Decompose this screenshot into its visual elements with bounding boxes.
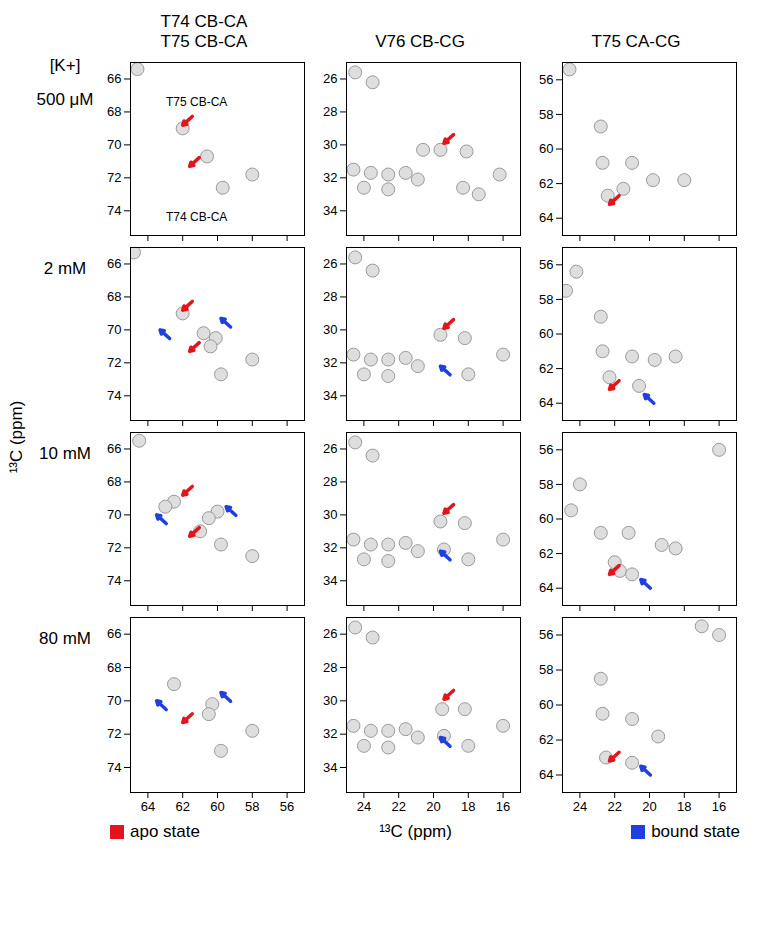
svg-text:28: 28 [323,104,337,119]
svg-text:60: 60 [539,141,553,156]
svg-text:70: 70 [107,693,121,708]
svg-text:64: 64 [539,580,553,595]
svg-text:56: 56 [539,257,553,272]
svg-text:24: 24 [357,799,371,814]
svg-text:66: 66 [107,626,121,641]
svg-text:60: 60 [539,697,553,712]
svg-text:70: 70 [107,507,121,522]
svg-text:56: 56 [539,442,553,457]
html-text:¹³C (ppm): ¹³C (ppm) [7,400,26,474]
html-text:T75 CA-CG: T75 CA-CG [591,32,681,51]
svg-text:28: 28 [323,474,337,489]
svg-text:30: 30 [323,693,337,708]
svg-text:72: 72 [107,726,121,741]
svg-text:60: 60 [539,326,553,341]
svg-text:72: 72 [107,355,121,370]
html-text:[K+]: [K+] [49,56,81,75]
svg-text:62: 62 [175,799,189,814]
svg-text:64: 64 [539,210,553,225]
svg-text:32: 32 [323,540,337,555]
svg-text:58: 58 [539,477,553,492]
html-text:500 μM: 500 μM [36,90,94,109]
html-text:apo state: apo state [130,822,200,841]
html-text:V76 CB-CG: V76 CB-CG [375,32,465,51]
svg-text:30: 30 [323,322,337,337]
svg-text:20: 20 [426,799,440,814]
svg-text:62: 62 [539,546,553,561]
svg-text:58: 58 [539,292,553,307]
svg-text:74: 74 [107,388,121,403]
svg-text:66: 66 [107,256,121,271]
html-text:10 mM: 10 mM [39,444,91,463]
svg-text:68: 68 [107,289,121,304]
svg-text:74: 74 [107,203,121,218]
svg-text:66: 66 [107,441,121,456]
svg-text:58: 58 [539,107,553,122]
svg-text:T75 CB-CA: T75 CB-CA [166,95,227,109]
svg-text:70: 70 [107,322,121,337]
svg-text:28: 28 [323,660,337,675]
svg-text:60: 60 [210,799,224,814]
svg-text:16: 16 [496,799,510,814]
svg-text:18: 18 [461,799,475,814]
svg-text:58: 58 [245,799,259,814]
svg-text:30: 30 [323,507,337,522]
svg-text:34: 34 [323,203,337,218]
svg-text:30: 30 [323,137,337,152]
svg-text:32: 32 [323,170,337,185]
svg-text:60: 60 [539,511,553,526]
svg-text:26: 26 [323,256,337,271]
svg-text:72: 72 [107,170,121,185]
svg-text:22: 22 [607,799,621,814]
svg-text:26: 26 [323,441,337,456]
svg-text:26: 26 [323,626,337,641]
svg-text:66: 66 [107,71,121,86]
svg-text:68: 68 [107,104,121,119]
svg-text:20: 20 [642,799,656,814]
html-text:bound state: bound state [651,822,740,841]
svg-text:58: 58 [539,662,553,677]
svg-text:74: 74 [107,760,121,775]
html-text:2 mM: 2 mM [43,259,87,278]
svg-text:32: 32 [323,355,337,370]
svg-text:16: 16 [712,799,726,814]
svg-text:62: 62 [539,732,553,747]
svg-text:32: 32 [323,726,337,741]
svg-text:68: 68 [107,474,121,489]
html-text:80 mM: 80 mM [39,629,91,648]
svg-text:24: 24 [573,799,587,814]
svg-text:34: 34 [323,388,337,403]
svg-text:34: 34 [323,760,337,775]
svg-text:64: 64 [539,395,553,410]
svg-text:64: 64 [141,799,155,814]
svg-text:62: 62 [539,361,553,376]
html-text:T74 CB-CA T75 CB-CA: T74 CB-CA T75 CB-CA [160,12,248,51]
svg-text:56: 56 [539,72,553,87]
svg-text:56: 56 [539,627,553,642]
svg-text:18: 18 [677,799,691,814]
svg-text:64: 64 [539,767,553,782]
svg-text:26: 26 [323,71,337,86]
svg-text:22: 22 [391,799,405,814]
svg-text:28: 28 [323,289,337,304]
svg-text:74: 74 [107,573,121,588]
svg-text:56: 56 [280,799,294,814]
svg-text:70: 70 [107,137,121,152]
svg-text:T74 CB-CA: T74 CB-CA [166,210,227,224]
svg-text:68: 68 [107,660,121,675]
svg-text:72: 72 [107,540,121,555]
html-text:¹³C (ppm): ¹³C (ppm) [379,822,452,841]
svg-text:34: 34 [323,573,337,588]
svg-text:62: 62 [539,176,553,191]
